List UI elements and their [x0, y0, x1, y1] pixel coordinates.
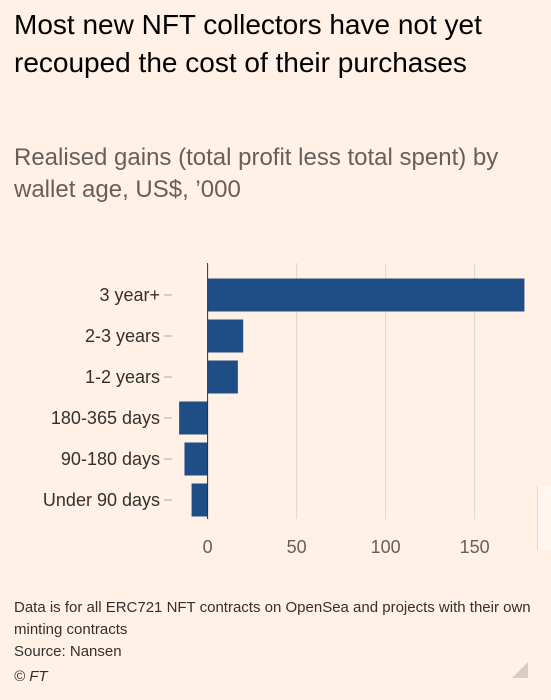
x-tick-label: 100: [371, 537, 401, 557]
category-label: 2-3 years: [85, 326, 160, 346]
category-label: Under 90 days: [43, 490, 160, 510]
copyright: © FT: [14, 668, 48, 685]
bar: [184, 442, 208, 476]
bar: [207, 319, 244, 353]
x-tick-label: 50: [287, 537, 307, 557]
bar: [179, 401, 208, 435]
footnote: Data is for all ERC721 NFT contracts on …: [14, 597, 534, 663]
chart-subtitle: Realised gains (total profit less total …: [14, 144, 499, 203]
category-label: 90-180 days: [61, 449, 160, 469]
scrollbar-edge[interactable]: [537, 486, 551, 550]
bar: [207, 278, 525, 312]
bar: [191, 483, 208, 517]
chart-title: Most new NFT collectors have not yet rec…: [14, 9, 482, 78]
source-note: Source: Nansen: [14, 643, 122, 660]
data-note: Data is for all ERC721 NFT contracts on …: [14, 599, 531, 638]
bar: [207, 360, 238, 394]
x-tick-label: 0: [203, 537, 213, 557]
category-label: 3 year+: [99, 285, 160, 305]
x-tick-label: 150: [460, 537, 490, 557]
bar-chart: 0 50 100 150 3 year+ 2-3 years 1-2 years 180-36…: [43, 263, 525, 557]
category-label: 180-365 days: [51, 408, 160, 428]
resize-grip-icon[interactable]: [512, 662, 528, 678]
category-label: 1-2 years: [85, 367, 160, 387]
